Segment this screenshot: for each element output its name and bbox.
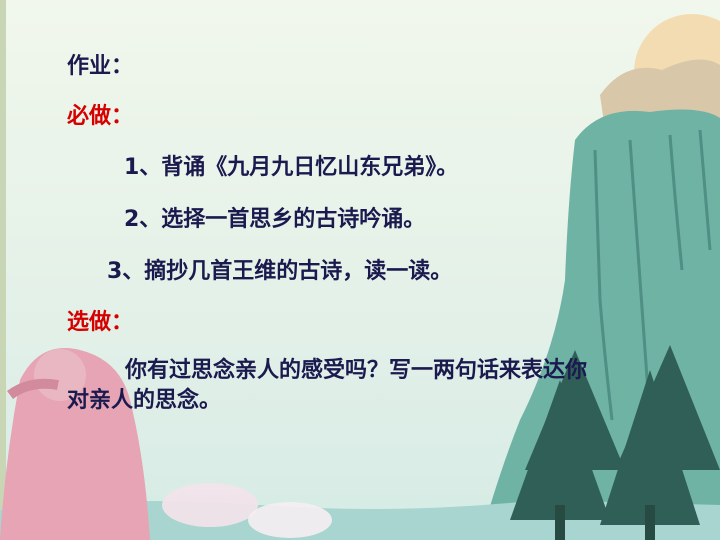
girl-figure xyxy=(0,348,150,540)
required-label: 必做： xyxy=(67,104,134,129)
required-item-2: 2、选择一首思乡的古诗吟诵。 xyxy=(124,207,426,232)
required-item-3: 3、摘抄几首王维的古诗，读一读。 xyxy=(107,259,453,284)
slide-title: 作业： xyxy=(67,54,134,79)
pine-trees xyxy=(510,345,720,540)
optional-text: 你有过思念亲人的感受吗？写一两句话来表达你对亲人的思念。 xyxy=(67,358,588,413)
required-item-1: 1、背诵《九月九日忆山东兄弟》。 xyxy=(124,155,459,180)
slide-left-edge xyxy=(0,0,6,540)
optional-label: 选做： xyxy=(67,310,134,335)
